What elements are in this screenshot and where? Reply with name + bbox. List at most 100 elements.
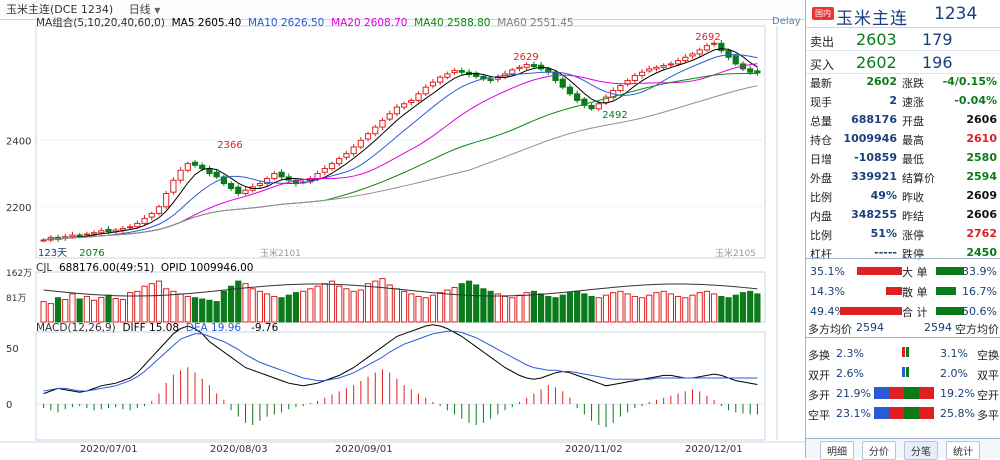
volume-bar — [54, 297, 62, 323]
volume-bar — [509, 297, 516, 323]
quote-stat-row: 外盘 339921 结算价 2594 — [806, 167, 1000, 186]
flow-right-bar — [936, 287, 956, 295]
position-label: 多换 — [808, 349, 830, 362]
candle-body — [386, 113, 393, 120]
open-interest-line — [43, 283, 758, 297]
buy-row[interactable]: 买入 2602 196 — [806, 51, 1000, 74]
tab-detail[interactable]: 明细 — [820, 441, 854, 460]
volume-bar — [242, 283, 249, 323]
volume-bar — [300, 290, 307, 323]
price-axis-label: 2400 — [6, 136, 31, 147]
volume-bar — [372, 280, 379, 323]
stat-label: 跌停 — [902, 248, 924, 261]
short-avg-label: 空方均价 — [955, 323, 999, 336]
candle-body — [163, 193, 170, 208]
volume-bar — [401, 290, 408, 323]
position-value: 25.8% — [940, 407, 975, 420]
ma10-line — [43, 54, 758, 241]
candle-body — [227, 183, 235, 190]
position-label: 空平 — [808, 409, 830, 422]
stat-label: 内盘 — [810, 210, 832, 223]
volume-bar — [379, 278, 386, 323]
candle-body — [530, 64, 537, 68]
sell-volume: 179 — [922, 30, 953, 49]
candle-body — [235, 186, 242, 195]
period-selector[interactable]: 日线 ▼ — [129, 3, 161, 16]
volume-bar — [350, 290, 357, 323]
stat-label: 昨结 — [902, 210, 924, 223]
tab-price-distribution[interactable]: 分价 — [862, 441, 896, 460]
candle-body — [711, 42, 718, 45]
stat-value: 1009946 — [843, 132, 897, 145]
kline-chart[interactable]: 2400 2200 2692 2629 2366 2492 2076 123天 玉米2101 玉米… — [0, 0, 805, 458]
volume-bar — [386, 284, 393, 323]
ratio-bar — [874, 407, 934, 419]
ratio-bar — [902, 367, 905, 377]
stat-label: 开盘 — [902, 115, 924, 128]
ma-legend: MA组合(5,10,20,40,60,0) MA5 2605.40 MA10 2… — [36, 15, 574, 30]
volume-bar — [220, 290, 227, 323]
position-row: 多开 21.9% 19.2% 空开 — [806, 384, 1000, 402]
price-panel-frame — [35, 25, 766, 259]
candle-body — [458, 70, 465, 73]
stat-label: 现手 — [810, 96, 832, 109]
vol-label[interactable]: CJL — [36, 262, 53, 274]
volume-bar — [76, 298, 83, 323]
candle-body — [696, 49, 703, 55]
volume-bar — [674, 295, 682, 323]
quote-name: 玉米主连 — [836, 9, 908, 29]
candle-body — [638, 71, 646, 77]
volume-bar — [451, 287, 458, 323]
volume-bar — [134, 290, 141, 323]
volume-bar — [660, 290, 667, 323]
stat-value: -4/0.15% — [942, 75, 997, 88]
candle-body — [271, 173, 278, 180]
ma20-value: MA20 2608.70 — [331, 17, 408, 29]
macd-label[interactable]: MACD(12,26,9) — [36, 322, 116, 334]
sell-row[interactable]: 卖出 2603 179 — [806, 28, 1000, 51]
candle-body — [689, 53, 696, 57]
ma-group-label[interactable]: MA组合(5,10,20,40,60,0) — [36, 17, 165, 29]
quote-stat-row: 持仓 1009946 最高 2610 — [806, 129, 1000, 148]
volume-bar — [343, 288, 350, 323]
flow-left-value: 14.3% — [810, 285, 845, 298]
position-row: 多换 2.3% 3.1% 空换 — [806, 344, 1000, 362]
price-axis-label: 2200 — [6, 203, 31, 214]
stat-value: 2602 — [866, 75, 897, 88]
stat-value: 339921 — [851, 170, 897, 183]
volume-bar — [747, 290, 754, 323]
volume-legend: CJL 688176.00(49:51) OPID 1009946.00 — [36, 262, 253, 274]
tab-tick[interactable]: 分笔 — [904, 441, 938, 460]
volume-bar — [545, 295, 552, 323]
volume-bar — [256, 290, 264, 323]
quote-stat-row: 日增 -10859 最低 2580 — [806, 148, 1000, 167]
buy-price: 2602 — [856, 53, 897, 72]
volume-bar — [285, 294, 292, 323]
flow-right-value: 50.6% — [962, 305, 997, 318]
candle-body — [422, 86, 429, 95]
volume-bar — [610, 292, 617, 323]
quote-panel: 国内 玉米主连 1234 卖出 2603 179 买入 2602 196 最新 … — [805, 0, 1000, 460]
candle-body — [581, 98, 588, 106]
candle-body — [725, 50, 732, 58]
candle-body — [646, 68, 653, 72]
stat-value: 348255 — [851, 208, 897, 221]
sell-label: 卖出 — [810, 35, 835, 49]
volume-bar — [213, 301, 220, 323]
candle-body — [336, 158, 343, 165]
tab-statistics[interactable]: 统计 — [946, 441, 980, 460]
candle-body — [444, 73, 451, 78]
candle-body — [566, 86, 574, 95]
volume-bar — [501, 295, 509, 323]
high-annotation: 2692 — [695, 32, 720, 43]
stat-value: ----- — [874, 246, 897, 259]
volume-bar — [444, 289, 451, 323]
macd-axis-label: 50 — [6, 344, 19, 355]
quote-stat-row: 比例 49% 昨收 2609 — [806, 186, 1000, 205]
volume-bar — [739, 292, 747, 323]
candle-body — [602, 96, 610, 103]
candle-body — [552, 71, 559, 82]
volume-bar — [314, 285, 321, 323]
detail-tabs: 明细 分价 分笔 统计 — [806, 438, 1000, 460]
date-axis-label: 2020/07/01 — [80, 444, 138, 455]
